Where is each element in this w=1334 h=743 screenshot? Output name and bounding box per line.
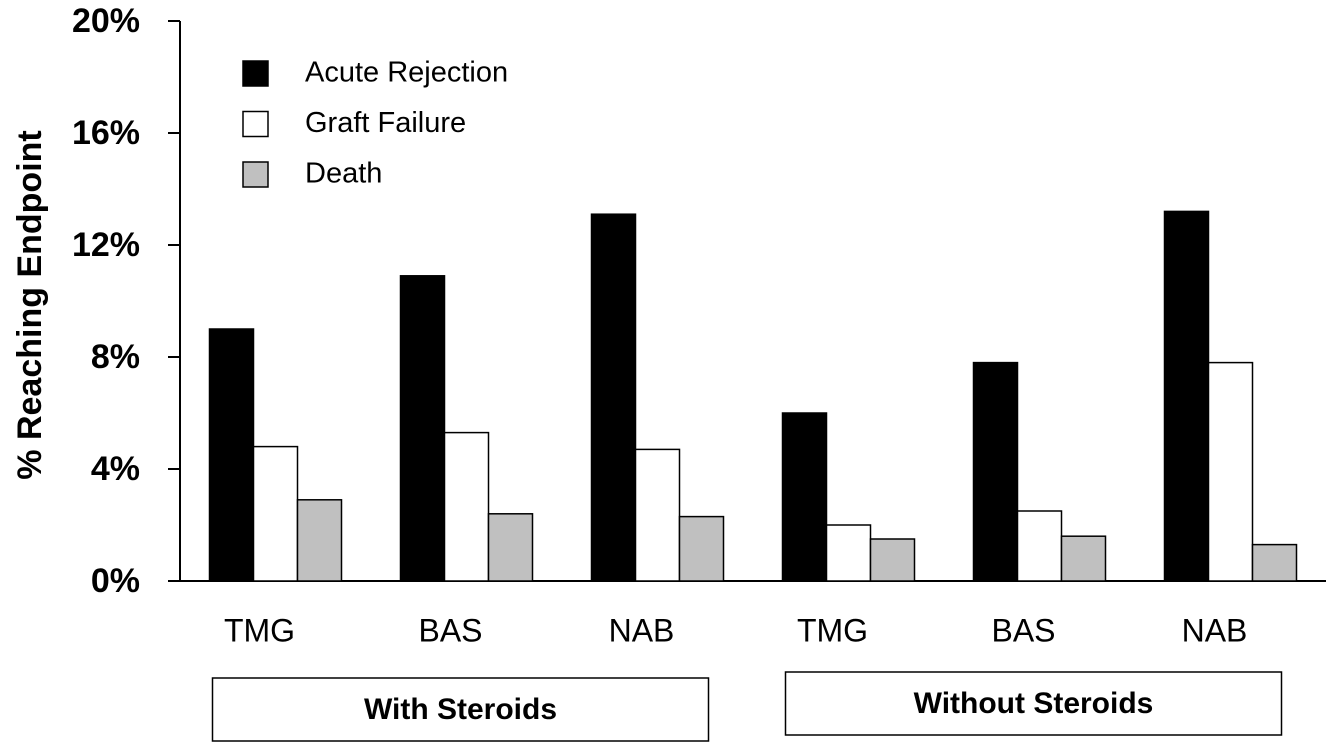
x-tick-label: BAS <box>418 612 482 648</box>
x-tick-label: NAB <box>1182 612 1248 648</box>
group-box <box>211 677 710 742</box>
x-tick-label: BAS <box>991 612 1055 648</box>
bar <box>781 412 828 582</box>
legend-label: Graft Failure <box>305 107 466 139</box>
legend-swatch <box>242 60 269 87</box>
legend-label: Acute Rejection <box>305 57 508 89</box>
y-tick-label: 4% <box>91 450 140 488</box>
group-box <box>784 671 1283 736</box>
y-axis-label: % Reaching Endpoint <box>11 130 49 479</box>
bar <box>399 275 446 582</box>
y-tick-label: 16% <box>72 114 140 152</box>
x-tick-label: NAB <box>609 612 675 648</box>
bar <box>678 515 725 582</box>
bar <box>590 213 637 582</box>
bar <box>1060 535 1107 582</box>
group-label: Without Steroids <box>914 687 1154 720</box>
bar <box>825 524 872 582</box>
bar <box>1016 510 1063 582</box>
x-tick-label: TMG <box>224 612 295 648</box>
y-tick-label: 0% <box>91 562 140 600</box>
bar <box>252 445 299 582</box>
y-tick-label: 20% <box>72 2 140 40</box>
bar <box>869 538 916 582</box>
bar <box>443 431 490 582</box>
bar <box>296 499 343 582</box>
legend-label: Death <box>305 158 382 190</box>
y-tick-label: 8% <box>91 338 140 376</box>
legend-swatch <box>242 161 269 188</box>
bar <box>634 448 681 582</box>
x-tick-label: TMG <box>797 612 868 648</box>
bar <box>487 513 534 582</box>
y-tick-label: 12% <box>72 226 140 264</box>
bar <box>1207 361 1254 582</box>
legend-swatch <box>242 110 269 138</box>
bar <box>208 328 255 582</box>
bar <box>1163 210 1210 582</box>
group-label: With Steroids <box>364 693 557 726</box>
bar <box>972 361 1019 582</box>
bar <box>1251 543 1298 582</box>
